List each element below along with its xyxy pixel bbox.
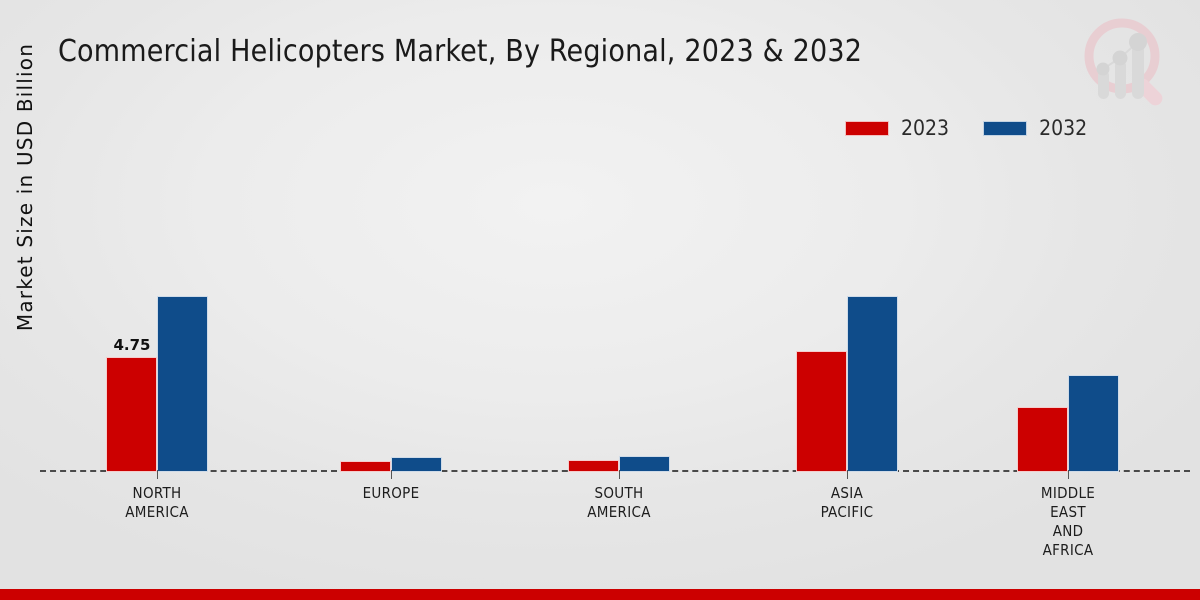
category-label-line: AMERICA [125, 503, 189, 521]
x-axis-category-label: ASIA PACIFIC [752, 484, 942, 522]
bar-2032[interactable] [619, 456, 670, 472]
category-label-line: NORTH [132, 484, 182, 502]
bar-2032[interactable] [847, 296, 898, 472]
x-axis-tick [1068, 470, 1069, 479]
x-axis-category-label: EUROPE [296, 484, 486, 503]
category-label-line: SOUTH [594, 484, 644, 502]
bar-group: 4.75 [106, 152, 208, 472]
category-label-line: AMERICA [587, 503, 651, 521]
market-research-magnifier-logo-watermark [1072, 8, 1180, 116]
bar-2023[interactable] [1017, 406, 1068, 472]
plot-area: 4.75 NORTH AMERICA EUROPE SOUTH AMERICA ASIA P… [40, 150, 1190, 559]
x-axis-category-label: SOUTH AMERICA [524, 484, 714, 522]
bar-2023[interactable] [568, 460, 619, 472]
category-label-line: AFRICA [1042, 541, 1094, 559]
bar-2023[interactable] [106, 357, 157, 472]
bar-value-label: 4.75 [113, 336, 151, 355]
category-label-line: ASIA [830, 484, 864, 502]
legend-label-2032: 2032 [1039, 116, 1088, 140]
legend-label-2023: 2023 [901, 116, 950, 140]
category-label-line: AND [1052, 522, 1084, 540]
x-axis-category-label: NORTH AMERICA [62, 484, 252, 522]
bar-group [796, 152, 898, 472]
x-axis-tick [157, 470, 158, 479]
bar-2032[interactable] [391, 457, 442, 472]
category-label-line: EAST [1050, 503, 1086, 521]
bar-group [1017, 152, 1119, 472]
bar-2032[interactable] [1068, 375, 1119, 472]
category-label-line: EUROPE [362, 484, 420, 502]
footer-accent-bar [0, 589, 1200, 600]
category-label-line: MIDDLE [1040, 484, 1096, 502]
x-axis-tick [619, 470, 620, 479]
x-axis-tick [391, 470, 392, 479]
bar-group [568, 152, 670, 472]
category-label-line: PACIFIC [820, 503, 874, 521]
y-axis-title: Market Size in USD Billion [13, 42, 37, 332]
bar-2023[interactable] [796, 351, 847, 472]
x-axis-category-label: MIDDLE EAST AND AFRICA [973, 484, 1163, 560]
bar-group [340, 152, 442, 472]
legend-swatch-2023 [845, 121, 889, 136]
bar-2032[interactable] [157, 296, 208, 472]
chart-legend: 2023 2032 [845, 118, 1087, 139]
bar-2023[interactable] [340, 461, 391, 472]
legend-swatch-2032 [983, 121, 1028, 136]
x-axis-tick [847, 470, 848, 479]
chart-title: Commercial Helicopters Market, By Region… [58, 34, 863, 69]
legend-item-2032[interactable]: 2032 [983, 118, 1087, 139]
legend-item-2023[interactable]: 2023 [845, 118, 949, 139]
